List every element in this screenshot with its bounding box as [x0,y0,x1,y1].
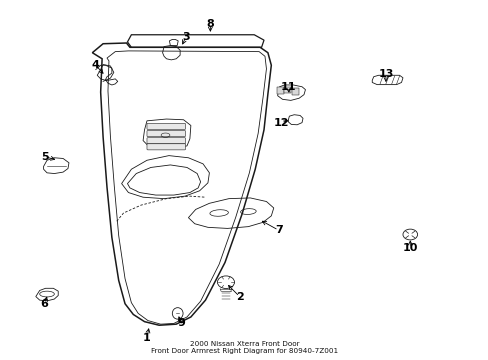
FancyBboxPatch shape [147,123,185,130]
Text: 3: 3 [182,32,189,41]
Text: 6: 6 [41,299,48,309]
Text: 8: 8 [206,19,214,29]
Text: 13: 13 [377,69,393,79]
Text: 2: 2 [235,292,243,302]
Bar [284,87,291,93]
Text: 1: 1 [143,333,150,343]
Text: 2000 Nissan Xterra Front Door
Front Door Armrest Right Diagram for 80940-7Z001: 2000 Nissan Xterra Front Door Front Door… [151,341,337,354]
Text: 7: 7 [274,225,282,235]
Bar [292,88,299,95]
Text: 10: 10 [402,243,417,253]
Text: 9: 9 [177,319,184,328]
Text: 11: 11 [280,82,296,92]
Text: 5: 5 [41,152,48,162]
FancyBboxPatch shape [147,131,185,136]
FancyBboxPatch shape [147,138,185,144]
Text: 12: 12 [273,118,288,128]
Text: 4: 4 [92,60,100,70]
FancyBboxPatch shape [147,144,185,150]
Bar [276,87,283,94]
